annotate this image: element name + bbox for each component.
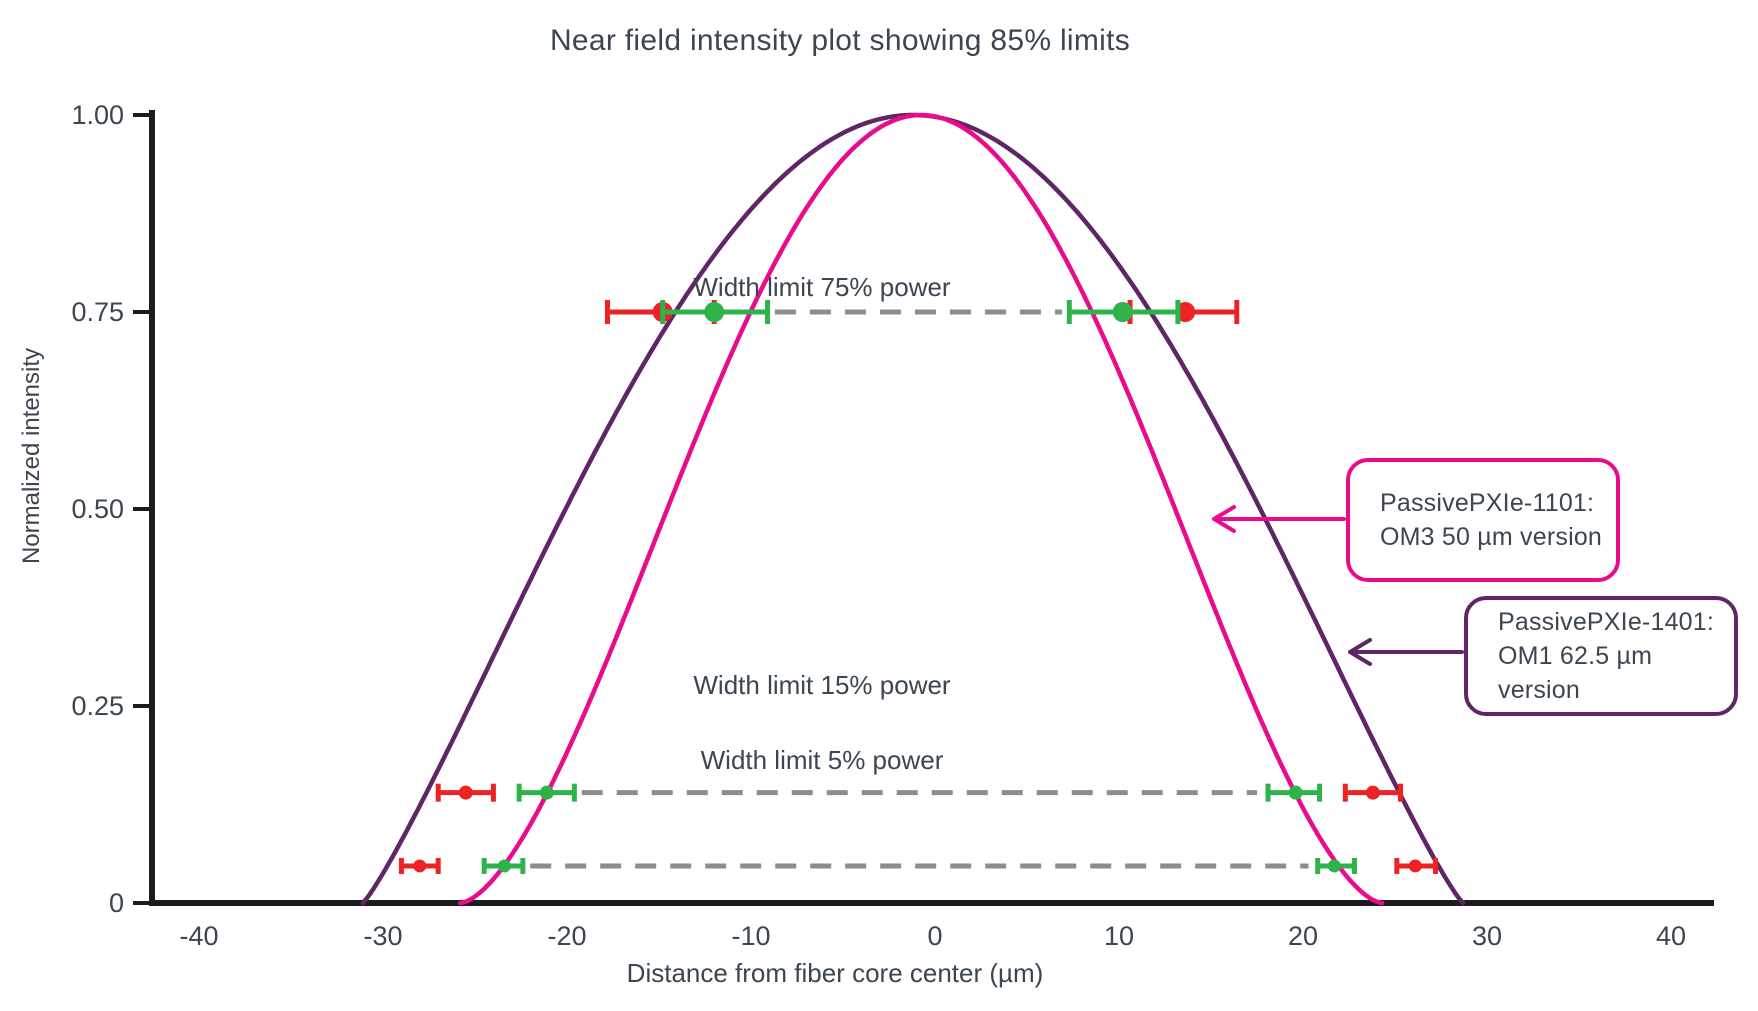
callout-arrow-om1 [1348, 638, 1464, 666]
error-bar-dot-green [497, 859, 511, 873]
callout-om3-line1: PassivePXIe-1101: [1380, 489, 1595, 517]
y-tick-label: 0.25 [71, 691, 124, 721]
error-bar-dot-red [413, 859, 427, 873]
width-limit-75-label: Width limit 75% power [693, 272, 951, 302]
y-tick-label: 1.00 [71, 100, 124, 130]
error-bar-green [1315, 857, 1358, 874]
x-tick-label: 30 [1472, 921, 1502, 951]
width-limit-15-label: Width limit 15% power [693, 670, 951, 700]
x-tick-label: -10 [731, 921, 770, 951]
callout-om1-line1: PassivePXIe-1401: [1498, 608, 1715, 636]
x-tick-label: -20 [547, 921, 586, 951]
y-tick-label: 0.50 [71, 494, 124, 524]
error-bar-red [1394, 857, 1438, 874]
x-tick-label: 20 [1288, 921, 1318, 951]
error-bar-green [660, 300, 771, 324]
error-bar-dot-green [1327, 859, 1341, 873]
chart-title: Near field intensity plot showing 85% li… [549, 24, 1131, 57]
y-tick-label: 0.75 [71, 297, 124, 327]
x-tick-label: -40 [179, 921, 218, 951]
error-bar-dot-green [539, 785, 554, 800]
error-bar-green [481, 857, 526, 874]
om3-50um-curve [458, 112, 1385, 906]
x-tick-label: 0 [927, 921, 942, 951]
error-bar-green [516, 783, 577, 802]
x-axis-title: Distance from fiber core center (µm) [626, 958, 1044, 988]
width-limit-5-label: Width limit 5% power [701, 745, 944, 775]
x-tick-label: 40 [1656, 921, 1686, 951]
error-bar-dot-red [1408, 859, 1422, 873]
callout-om1-62-5um: PassivePXIe-1401: OM1 62.5 µm version [1464, 596, 1738, 716]
callout-om3-line2: OM3 50 µm version [1380, 523, 1603, 551]
callout-om3-50um: PassivePXIe-1101: OM3 50 µm version [1346, 458, 1620, 582]
om1-62-5um-curve [360, 112, 1466, 906]
y-axis-title: Normalized intensity [18, 347, 45, 565]
callout-arrow-om3 [1212, 505, 1346, 533]
error-bar-dot-red [458, 785, 473, 800]
callout-om1-line2: OM1 62.5 µm version [1498, 642, 1653, 704]
error-bar-red [435, 783, 496, 802]
error-bar-dot-red [1365, 785, 1380, 800]
error-bar-green [1265, 783, 1323, 802]
error-bar-dot-green [1288, 785, 1303, 800]
x-tick-label: 10 [1104, 921, 1134, 951]
error-bar-green [1066, 300, 1181, 324]
x-tick-label: -30 [363, 921, 402, 951]
error-bar-dot-green [704, 302, 725, 322]
error-bar-red [398, 857, 441, 874]
error-bar-red [1342, 783, 1404, 802]
y-tick-label: 0 [109, 888, 124, 918]
error-bar-dot-green [1112, 302, 1133, 322]
